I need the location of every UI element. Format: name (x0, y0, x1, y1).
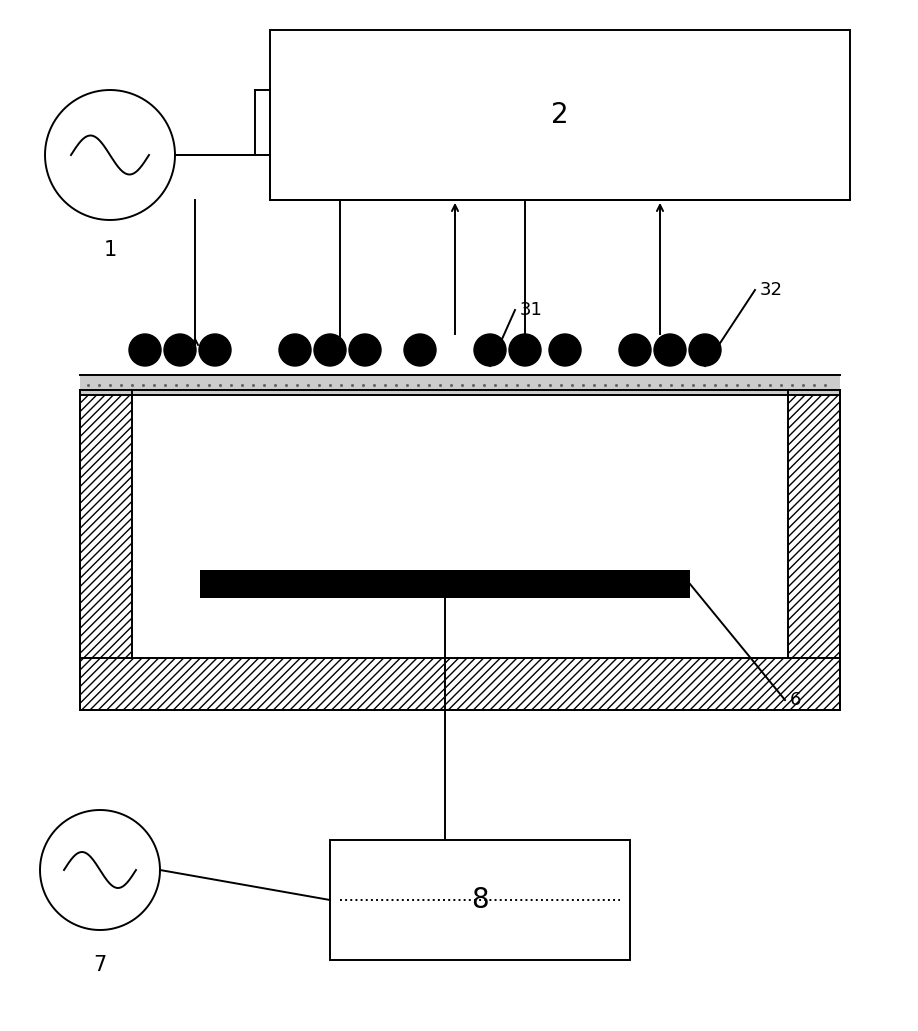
Text: 6: 6 (790, 691, 801, 709)
Circle shape (199, 334, 231, 366)
Circle shape (474, 334, 506, 366)
Bar (80, 658, 840, 710)
Text: 32: 32 (760, 281, 783, 299)
Bar (80, 658, 840, 710)
Circle shape (349, 334, 381, 366)
Bar (80, 390, 840, 710)
Bar (132, 390, 788, 658)
Bar (80, 390, 132, 710)
Circle shape (549, 334, 581, 366)
Bar (200, 570, 690, 598)
Circle shape (619, 334, 651, 366)
Circle shape (404, 334, 436, 366)
Text: 1: 1 (104, 240, 117, 260)
Bar (788, 390, 840, 710)
Bar (80, 390, 132, 710)
Circle shape (509, 334, 541, 366)
Circle shape (689, 334, 721, 366)
Circle shape (279, 334, 311, 366)
Text: 8: 8 (471, 886, 488, 914)
Bar (788, 390, 840, 710)
Text: 2: 2 (551, 101, 569, 129)
Circle shape (164, 334, 196, 366)
Bar (330, 840, 630, 960)
Text: 31: 31 (520, 301, 543, 319)
Circle shape (129, 334, 161, 366)
Bar (270, 30, 850, 200)
Circle shape (314, 334, 346, 366)
Circle shape (654, 334, 686, 366)
Bar (80, 375, 840, 395)
Text: 7: 7 (94, 955, 106, 975)
